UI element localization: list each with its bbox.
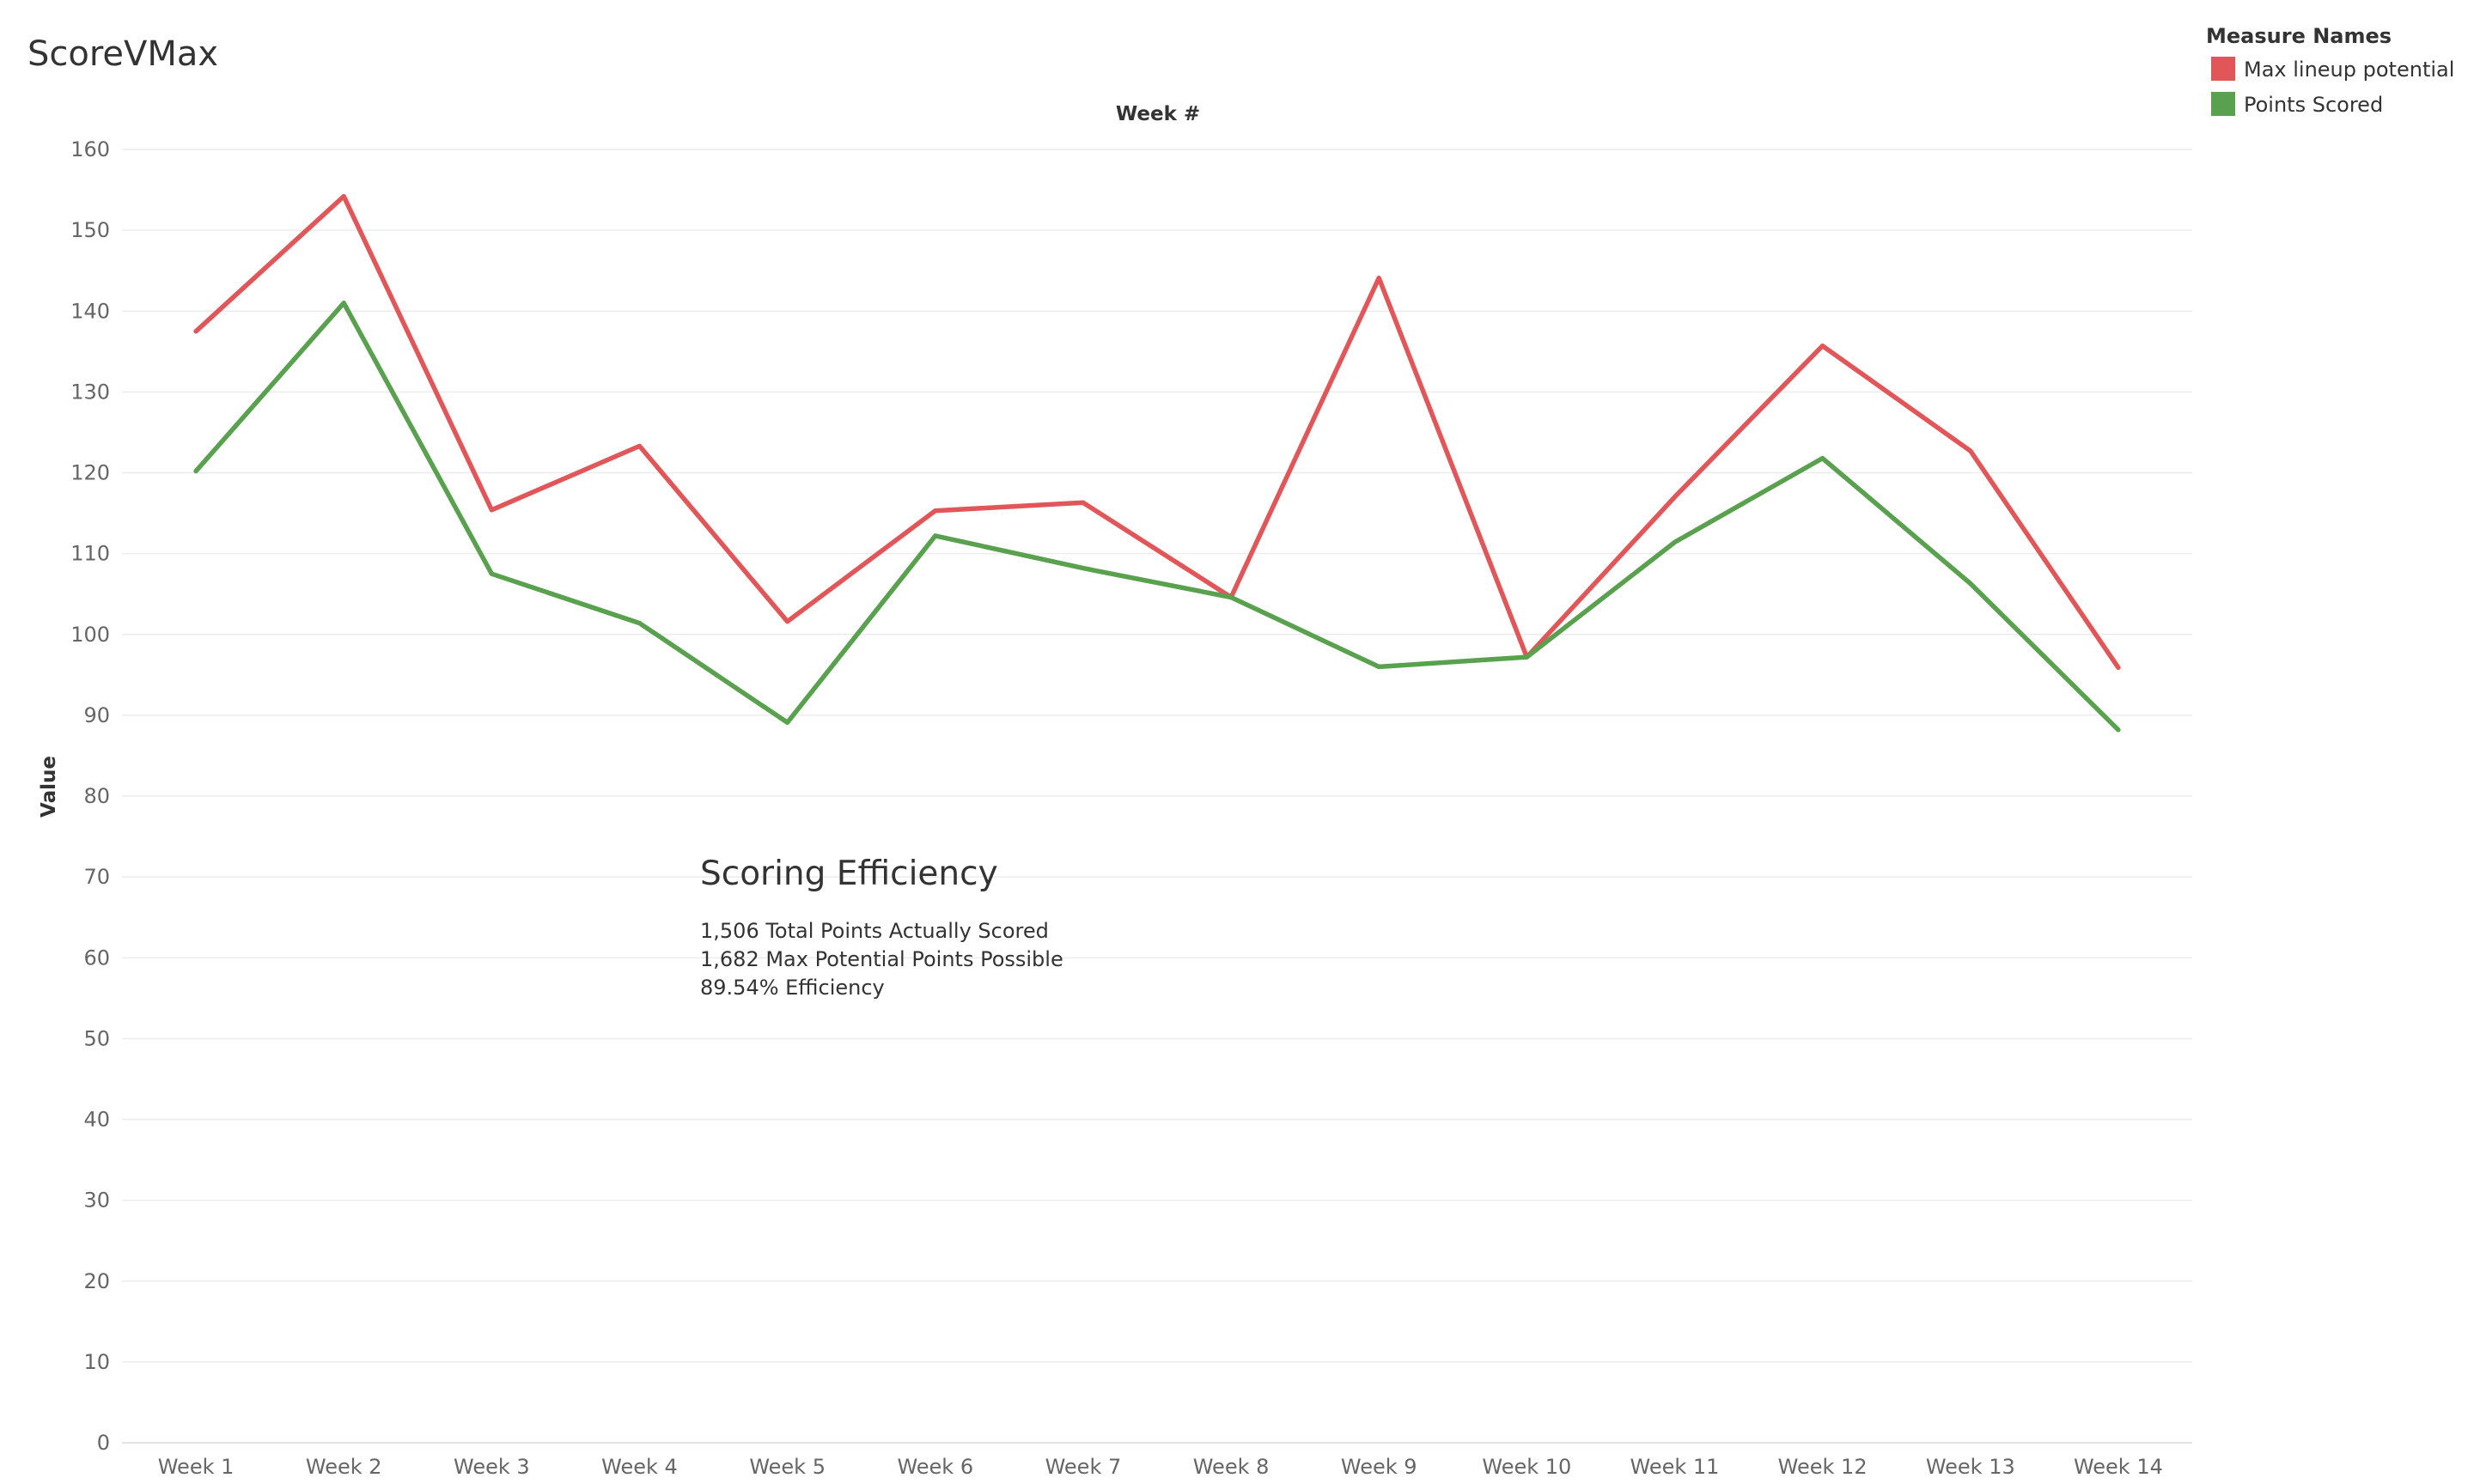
legend-label-max-lineup-potential: Max lineup potential [2244, 58, 2454, 82]
x-tick-label-week-7: Week 7 [1045, 1455, 1122, 1479]
x-tick-label-week-4: Week 4 [601, 1455, 678, 1479]
x-tick-label-week-14: Week 14 [2074, 1455, 2163, 1479]
x-tick-label-week-12: Week 12 [1778, 1455, 1868, 1479]
y-tick-label-0: 0 [97, 1431, 110, 1455]
y-tick-label-100: 100 [70, 623, 110, 647]
annotation-title: Scoring Efficiency [700, 855, 998, 893]
y-tick-label-130: 130 [70, 380, 110, 404]
y-tick-label-20: 20 [83, 1269, 110, 1293]
y-tick-label-150: 150 [70, 218, 110, 242]
x-tick-label-week-10: Week 10 [1482, 1455, 1571, 1479]
x-tick-label-week-9: Week 9 [1341, 1455, 1417, 1479]
scoring-efficiency-annotation: Scoring Efficiency 1,506 Total Points Ac… [700, 855, 1063, 1000]
y-axis-title: Value [38, 756, 60, 818]
x-tick-label-week-6: Week 6 [897, 1455, 973, 1479]
y-tick-label-40: 40 [83, 1108, 110, 1132]
annotation-total-scored: 1,506 Total Points Actually Scored [700, 919, 1049, 943]
annotation-efficiency: 89.54% Efficiency [700, 976, 885, 1000]
x-tick-label-week-13: Week 13 [1926, 1455, 2015, 1479]
x-tick-label-week-5: Week 5 [749, 1455, 826, 1479]
y-tick-label-80: 80 [83, 784, 110, 808]
legend-label-points-scored: Points Scored [2244, 93, 2383, 117]
sheet-title: ScoreVMax [27, 34, 218, 74]
legend-title: Measure Names [2206, 24, 2392, 48]
legend-swatch-points-scored [2211, 92, 2235, 116]
series-lines [193, 193, 2121, 733]
y-tick-label-50: 50 [83, 1026, 110, 1050]
x-tick-label-week-8: Week 8 [1193, 1455, 1270, 1479]
x-tick-label-week-3: Week 3 [454, 1455, 530, 1479]
x-tick-label-week-2: Week 2 [306, 1455, 382, 1479]
y-tick-label-110: 110 [70, 542, 110, 566]
x-tick-label-week-1: Week 1 [158, 1455, 235, 1479]
gridlines [122, 149, 2192, 1444]
x-tick-label-week-11: Week 11 [1630, 1455, 1720, 1479]
series-line-points-scored [193, 301, 2121, 733]
y-tick-label-60: 60 [83, 946, 110, 970]
y-axis-ticks: 0 10 20 30 40 50 60 70 80 90 100 110 120 130 140 150 160 [70, 137, 110, 1455]
legend: Measure Names Max lineup potential Point… [2206, 24, 2454, 117]
series-line-max-lineup-potential [193, 193, 2121, 671]
y-tick-label-30: 30 [83, 1189, 110, 1213]
y-tick-label-120: 120 [70, 461, 110, 485]
legend-swatch-max-lineup-potential [2211, 57, 2235, 81]
y-tick-label-160: 160 [70, 137, 110, 161]
annotation-max-potential: 1,682 Max Potential Points Possible [700, 947, 1063, 971]
x-axis-title: Week # [1116, 103, 1200, 125]
x-axis-ticks: Week 1 Week 2 Week 3 Week 4 Week 5 Week 6 Week… [158, 1455, 2163, 1479]
y-tick-label-140: 140 [70, 299, 110, 323]
y-tick-label-90: 90 [83, 703, 110, 727]
y-tick-label-10: 10 [83, 1350, 110, 1374]
y-tick-label-70: 70 [83, 865, 110, 889]
